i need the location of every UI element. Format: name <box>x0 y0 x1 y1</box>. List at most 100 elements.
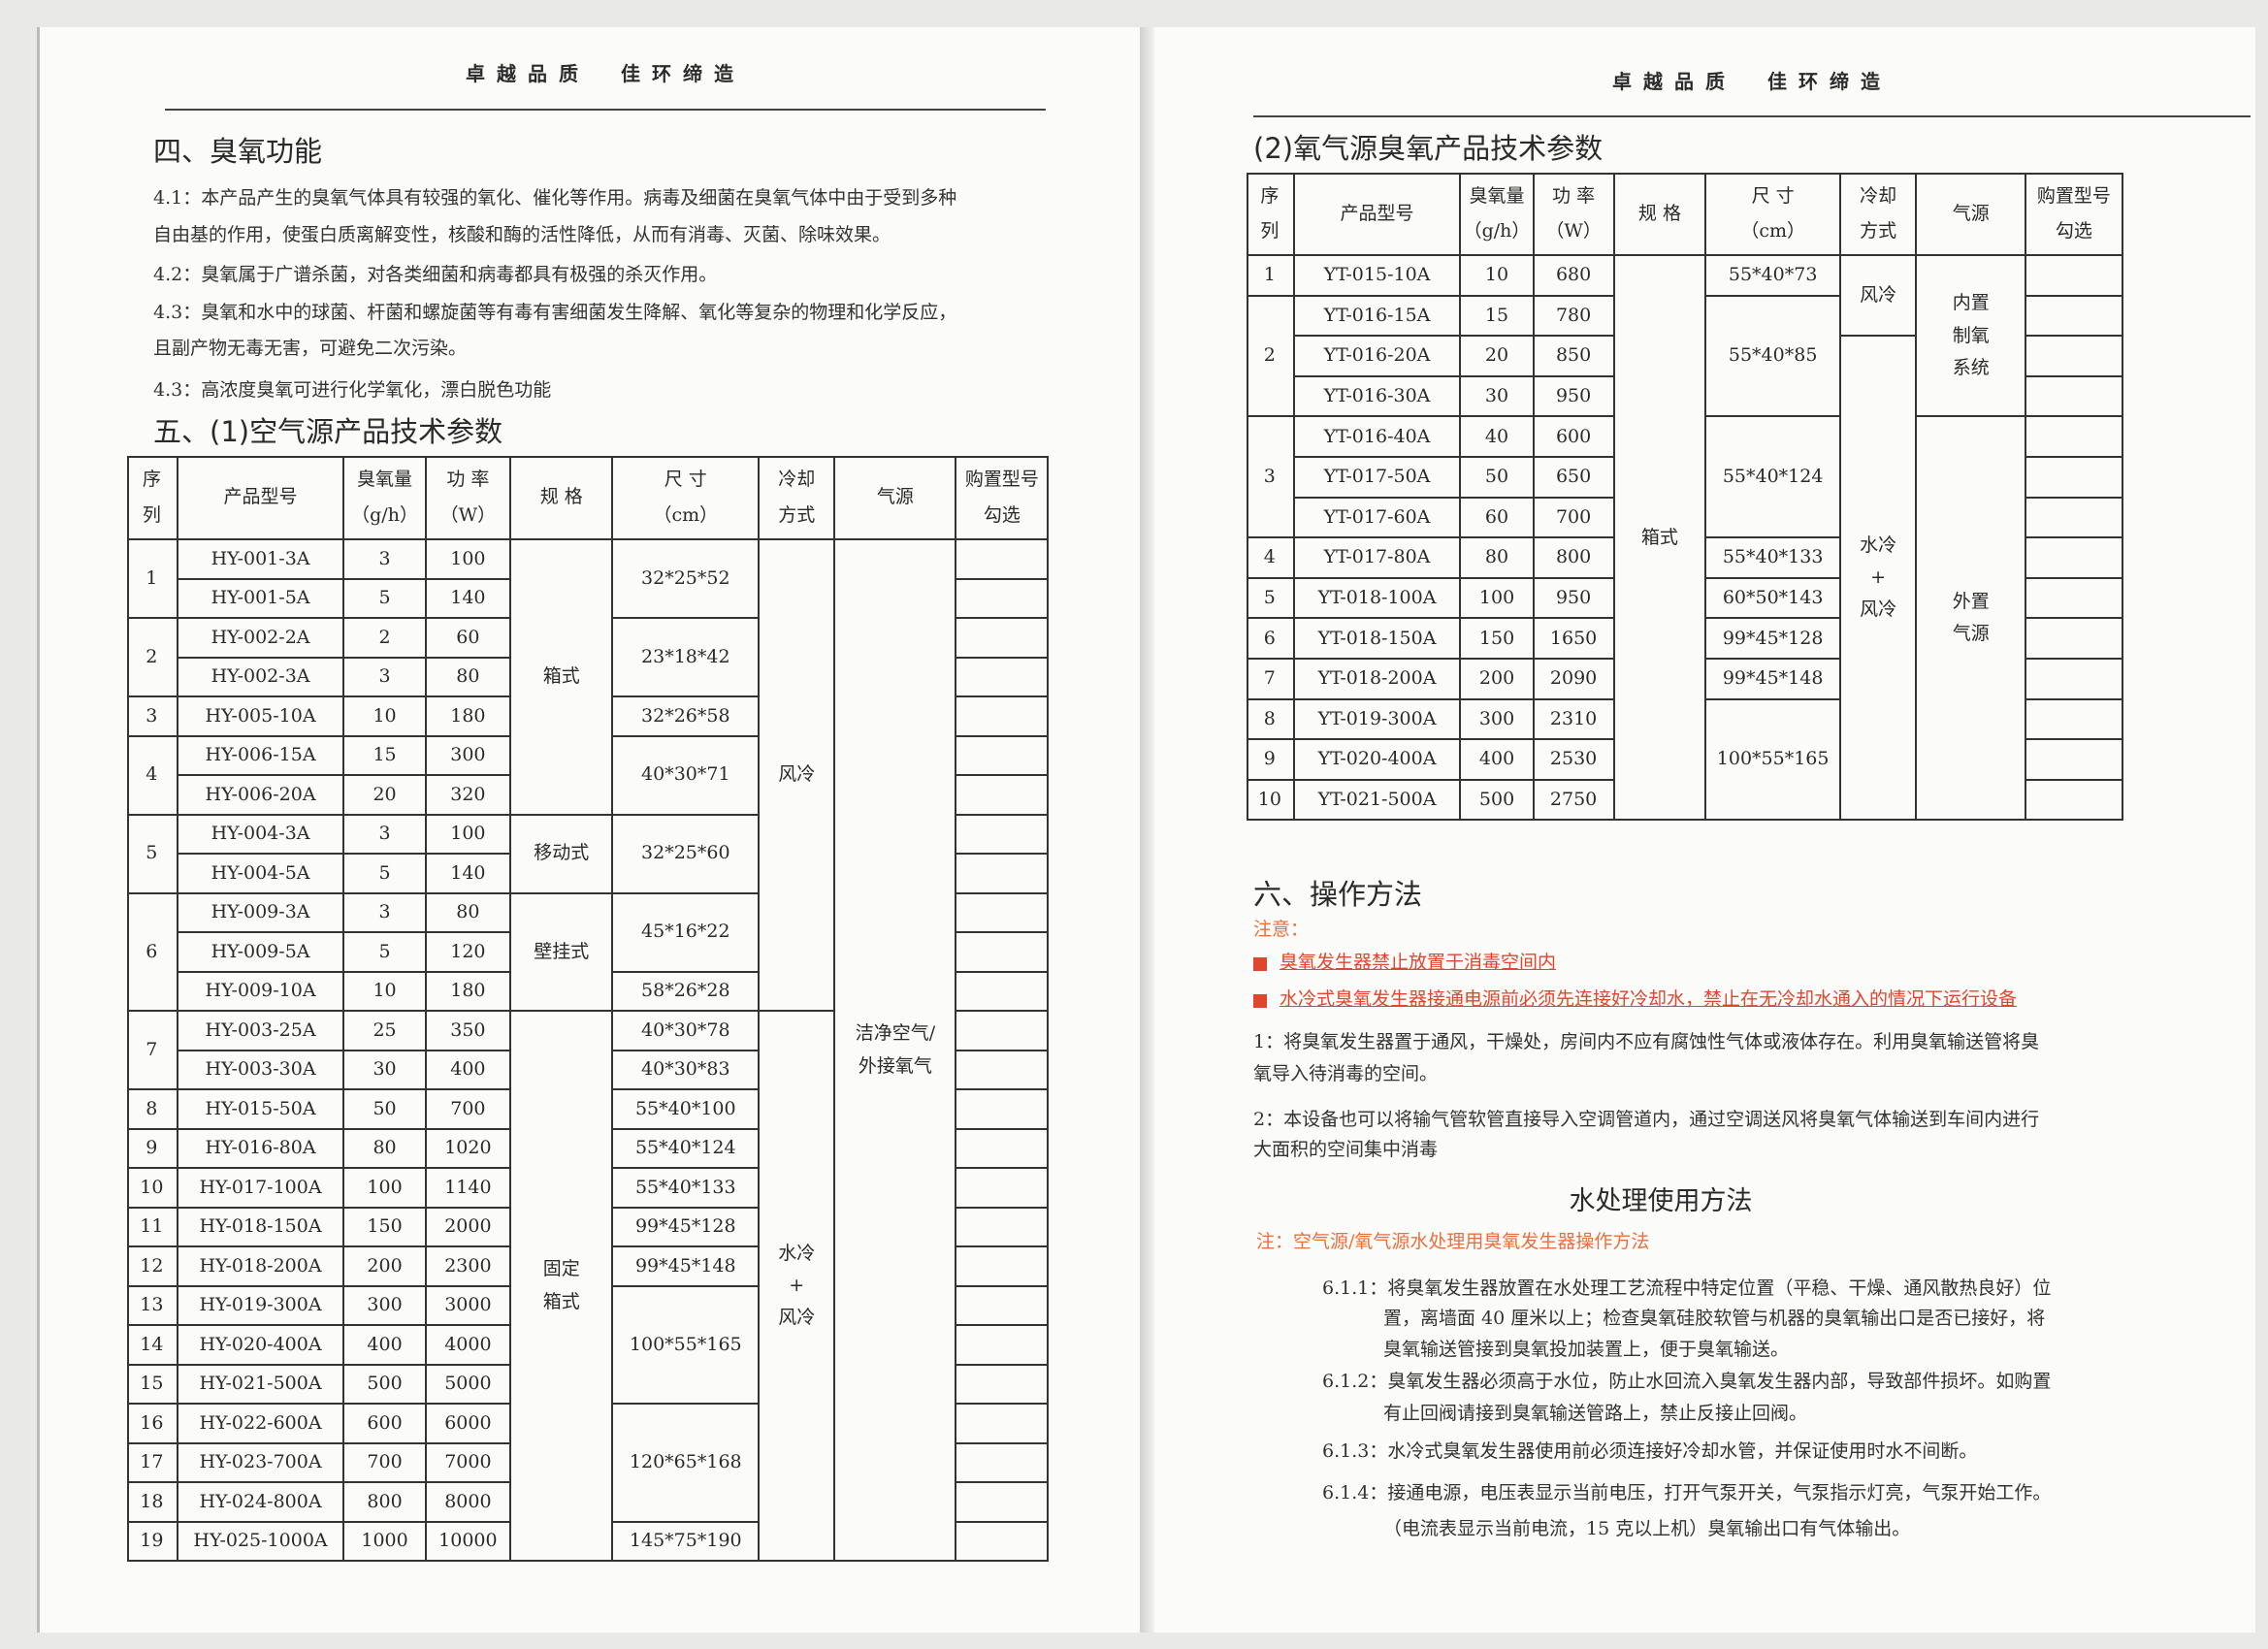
table-cell: 15 <box>1461 296 1535 338</box>
table-cell: YT-016-15A <box>1294 296 1462 338</box>
table-cell: 99*45*148 <box>613 1247 761 1287</box>
table-cell: 25 <box>344 1012 427 1051</box>
table-cell: 400 <box>1461 740 1535 781</box>
table-header: 规 格 <box>511 456 614 540</box>
table-cell: 7 <box>127 1012 178 1090</box>
table-cell: 800 <box>1534 538 1615 579</box>
note-label: 注意： <box>1253 919 1310 940</box>
table-cell: HY-018-150A <box>178 1208 345 1247</box>
table-cell: 2310 <box>1534 699 1615 741</box>
table-cell: YT-016-20A <box>1294 337 1462 377</box>
table-cell: HY-009-5A <box>178 933 345 973</box>
table-cell: HY-001-3A <box>178 540 345 580</box>
table-header: 尺 寸 （cm） <box>1706 173 1841 256</box>
table-cell: 5 <box>1247 578 1295 620</box>
table-cell: 150 <box>1461 619 1535 660</box>
table <box>1247 173 2123 822</box>
table-cell: 800 <box>344 1483 427 1523</box>
table-cell: 600 <box>1534 417 1615 458</box>
checkbox-cell <box>2026 296 2123 338</box>
table-cell: 320 <box>426 776 512 816</box>
checkbox-cell <box>2026 699 2123 741</box>
table-cell: 外置 气源 <box>1917 417 2027 822</box>
paragraph-line: 氧导入待消毒的空间。 <box>1253 1063 1439 1084</box>
table-header: 冷却 方式 <box>1840 173 1918 256</box>
checkbox-cell <box>956 736 1050 776</box>
table-cell: 200 <box>1461 660 1535 700</box>
table-cell: 5 <box>344 855 427 894</box>
table-cell: 3000 <box>426 1286 512 1326</box>
table-cell: 水冷 + 风冷 <box>760 1012 836 1562</box>
table-header: 尺 寸 （cm） <box>613 456 761 540</box>
table-cell: HY-025-1000A <box>178 1522 345 1562</box>
table-cell: 移动式 <box>511 815 614 894</box>
table-cell: 300 <box>1461 699 1535 741</box>
table-cell: YT-016-40A <box>1294 417 1462 458</box>
table-cell: 3 <box>1247 417 1295 539</box>
table-header: 序 列 <box>1247 173 1295 256</box>
table-cell: 100 <box>426 540 512 580</box>
table-cell: 4000 <box>426 1326 512 1366</box>
table-cell: 120 <box>426 933 512 973</box>
page-header: 卓越品质 佳环缔造 <box>1612 70 1892 93</box>
table-cell: 3 <box>344 815 427 855</box>
table-cell: YT-017-50A <box>1294 458 1462 499</box>
checkbox-cell <box>2026 337 2123 377</box>
table-cell: 50 <box>1461 458 1535 499</box>
paragraph-line: 4.1：本产品产生的臭氧气体具有较强的氧化、催化等作用。病毒及细菌在臭氧气体中由… <box>153 187 957 209</box>
paragraph-line: 2：本设备也可以将输气管软管直接导入空调管道内，通过空调送风将臭氧气体输送到车间… <box>1253 1109 2040 1130</box>
checkbox-cell <box>956 855 1050 894</box>
checkbox-cell <box>956 1012 1050 1051</box>
checkbox-cell <box>2026 256 2123 297</box>
checkbox-cell <box>956 1483 1050 1523</box>
page-fold <box>1140 27 1154 1633</box>
table-cell: HY-004-3A <box>178 815 345 855</box>
table-cell: 风冷 <box>760 540 836 1012</box>
table-cell: YT-015-10A <box>1294 256 1462 297</box>
table-cell: HY-018-200A <box>178 1247 345 1287</box>
table-header: 臭氧量 （g/h） <box>1461 173 1535 256</box>
table-cell: 45*16*22 <box>613 893 761 973</box>
checkbox-cell <box>956 1522 1050 1562</box>
table-cell: 1000 <box>344 1522 427 1562</box>
checkbox-cell <box>956 1365 1050 1405</box>
section-title: 四、臭氧功能 <box>153 135 323 168</box>
table-cell: HY-006-15A <box>178 736 345 776</box>
checkbox-cell <box>2026 498 2123 539</box>
table-cell: 2300 <box>426 1247 512 1287</box>
table-cell: 16 <box>127 1405 178 1444</box>
table-cell: 洁净空气/ 外接氧气 <box>835 540 957 1562</box>
table-cell: 15 <box>344 736 427 776</box>
table-cell: 2000 <box>426 1208 512 1247</box>
table-header: 产品型号 <box>178 456 345 540</box>
table-cell: 10 <box>344 697 427 737</box>
table-cell: 12 <box>127 1247 178 1287</box>
table-cell: 55*40*73 <box>1706 256 1841 297</box>
table <box>127 456 1050 1562</box>
checkbox-cell <box>956 776 1050 816</box>
table-cell: 140 <box>426 579 512 619</box>
checkbox-cell <box>956 1326 1050 1366</box>
table-cell: HY-003-30A <box>178 1051 345 1090</box>
paragraph-line: 4.2：臭氧属于广谱杀菌，对各类细菌和病毒都具有极强的杀灭作用。 <box>153 264 718 285</box>
table-cell: YT-019-300A <box>1294 699 1462 741</box>
table-cell: 14 <box>127 1326 178 1366</box>
checkbox-cell <box>956 1286 1050 1326</box>
checkbox-cell <box>956 815 1050 855</box>
table-cell: 100*55*165 <box>1706 699 1841 822</box>
table-cell: 1140 <box>426 1169 512 1209</box>
checkbox-cell <box>956 1443 1050 1483</box>
table-cell: 55*40*124 <box>613 1129 761 1169</box>
table-cell: 风冷 <box>1840 256 1918 338</box>
table-cell: 10 <box>344 972 427 1012</box>
section-title: 六、操作方法 <box>1253 878 1423 911</box>
checkbox-cell <box>956 1405 1050 1444</box>
table-cell: 100 <box>1461 578 1535 620</box>
table-cell: 7000 <box>426 1443 512 1483</box>
table-cell: 8000 <box>426 1483 512 1523</box>
checkbox-cell <box>2026 619 2123 660</box>
table-cell: 99*45*148 <box>1706 660 1841 700</box>
paragraph-line: 1：将臭氧发生器置于通风，干燥处，房间内不应有腐蚀性气体或液体存在。利用臭氧输送… <box>1253 1031 2040 1052</box>
table-cell: 4 <box>127 736 178 816</box>
checkbox-cell <box>2026 417 2123 458</box>
